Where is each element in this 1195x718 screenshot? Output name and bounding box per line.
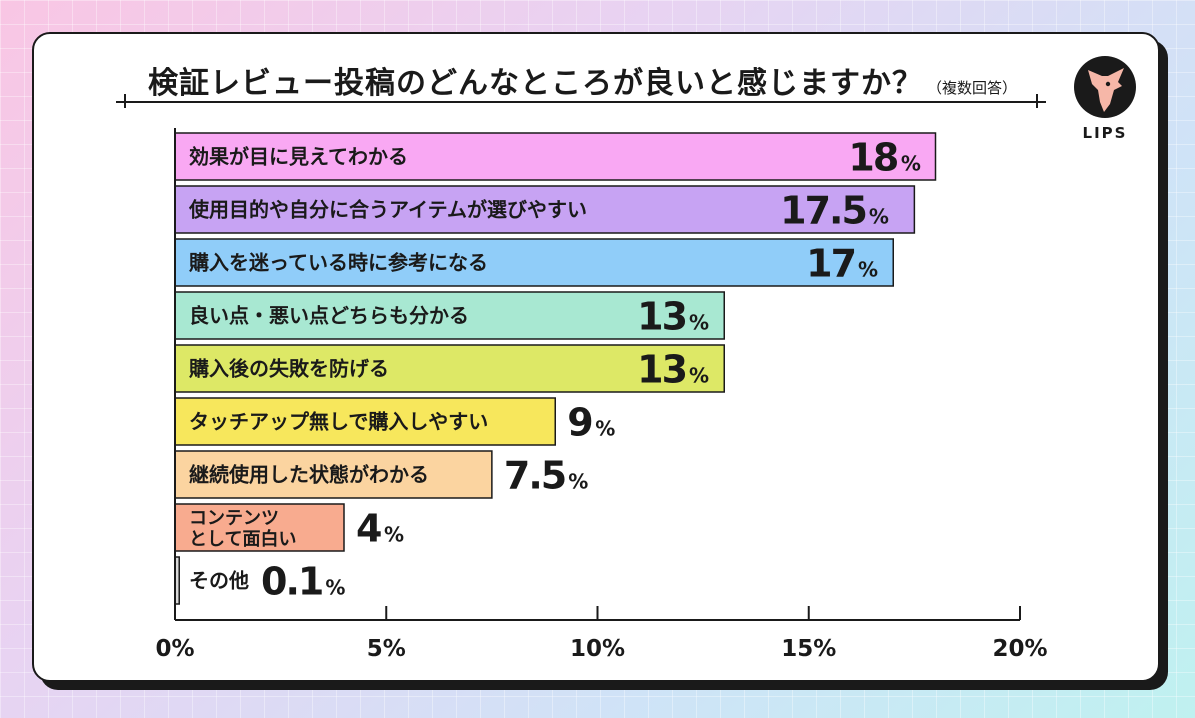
bar-label: 継続使用した状態がわかる: [189, 463, 429, 487]
bar-label: 購入後の失敗を防げる: [189, 357, 389, 381]
data-label: 13: [637, 348, 686, 392]
bar: [174, 503, 345, 552]
bar: [174, 185, 916, 234]
data-label-unit: %: [689, 364, 709, 388]
chart-title: 検証レビュー投稿のどんなところが良いと感じますか？ （複数回答）: [148, 58, 1018, 101]
data-label: 17.5: [780, 189, 866, 233]
data-label-unit: %: [858, 258, 878, 282]
bar-label: 良い点・悪い点どちらも分かる: [189, 304, 469, 328]
x-tick-label: 0%: [155, 636, 194, 662]
chart-title-text: 検証レビュー投稿のどんなところが良いと感じますか？: [148, 66, 923, 101]
data-label-unit: %: [869, 205, 889, 229]
data-label: 17: [806, 242, 855, 286]
data-label: 0.1: [261, 560, 322, 604]
data-label: 13: [637, 295, 686, 339]
bar-label: タッチアップ無しで購入しやすい: [189, 410, 488, 434]
title-underline: [116, 101, 1046, 103]
bar: [174, 132, 937, 181]
data-label-unit: %: [689, 311, 709, 335]
lips-logo-text: LIPS: [1082, 124, 1128, 142]
data-label-unit: %: [325, 576, 345, 600]
data-label-unit: %: [901, 152, 921, 176]
x-tick-label: 20%: [992, 636, 1047, 662]
bar-label: その他: [189, 569, 249, 593]
title-underline-right-tick: [1036, 94, 1038, 108]
data-label: 7.5: [504, 454, 565, 498]
bar-label: コンテンツとして面白い: [189, 508, 296, 550]
data-label: 18: [848, 136, 897, 180]
bar-label: 購入を迷っている時に参考になる: [189, 251, 488, 275]
bar: [174, 238, 894, 287]
data-label: 9: [567, 401, 592, 445]
lips-logo-mark: [1074, 56, 1136, 118]
bar-label: 効果が目に見えてわかる: [189, 145, 408, 169]
data-label-unit: %: [384, 523, 404, 547]
title-underline-left-tick: [124, 94, 126, 108]
x-tick-label: 10%: [570, 636, 625, 662]
x-tick-label: 15%: [781, 636, 836, 662]
chart-subtitle: （複数回答）: [927, 79, 1018, 97]
x-tick-label: 5%: [367, 636, 406, 662]
data-label: 4: [356, 507, 381, 551]
data-label-unit: %: [568, 470, 588, 494]
data-label-unit: %: [595, 417, 615, 441]
lips-logo: LIPS: [1072, 56, 1138, 146]
deer-icon: [1088, 68, 1124, 112]
bar-label: 使用目的や自分に合うアイテムが選びやすい: [188, 198, 587, 222]
bar: [174, 450, 493, 499]
